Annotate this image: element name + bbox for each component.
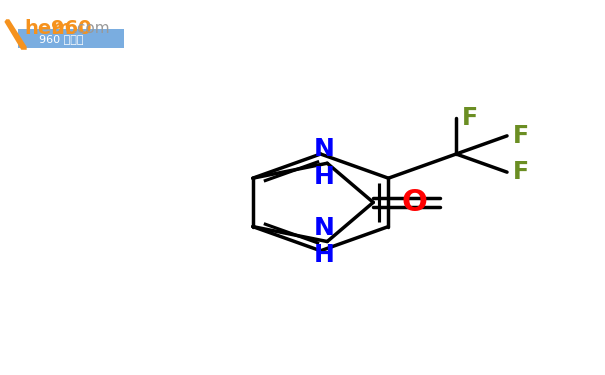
- Text: F: F: [513, 160, 529, 184]
- Text: F: F: [462, 106, 479, 130]
- Text: H: H: [314, 165, 335, 189]
- FancyBboxPatch shape: [18, 28, 123, 48]
- Text: N: N: [314, 216, 335, 240]
- Text: 960: 960: [51, 19, 91, 38]
- Text: N: N: [314, 137, 335, 161]
- Text: .com: .com: [73, 21, 110, 36]
- Text: 960 化工网: 960 化工网: [39, 34, 84, 44]
- Text: F: F: [513, 124, 529, 148]
- Text: O: O: [402, 188, 428, 217]
- Text: H: H: [314, 243, 335, 267]
- Text: hem: hem: [24, 19, 72, 38]
- Polygon shape: [4, 19, 27, 50]
